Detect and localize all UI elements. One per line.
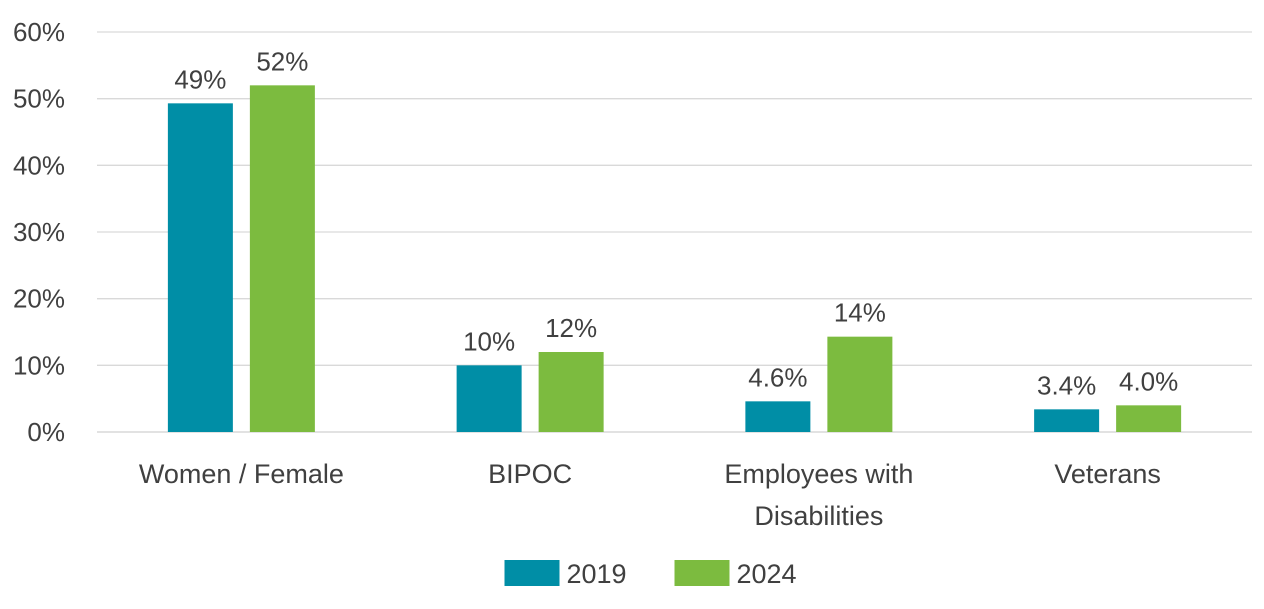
legend-label-2019: 2019 (567, 559, 627, 589)
bar-2024 (538, 352, 604, 432)
bar-2024 (827, 336, 893, 432)
data-labels: 49% 52% 10% 12% 4.6% 14% 3.4% 4.0% (174, 46, 1178, 400)
bar-2019 (745, 401, 811, 432)
x-category-label-line: BIPOC (488, 459, 572, 489)
y-tick-label: 30% (13, 217, 65, 247)
y-tick-label: 20% (13, 284, 65, 314)
legend-swatch-2024 (674, 560, 730, 586)
x-category-label: BIPOC (488, 459, 572, 489)
x-category-label-line: Veterans (1054, 459, 1161, 489)
data-label-2024: 52% (256, 46, 308, 76)
data-label-2024: 12% (545, 313, 597, 343)
bar-2019 (167, 103, 233, 432)
data-label-2019: 49% (174, 64, 226, 94)
x-axis-category-labels: Women / Female BIPOC Employees with Disabil… (139, 459, 1161, 531)
bar-2024 (1116, 405, 1182, 432)
data-label-2019: 4.6% (748, 362, 807, 392)
data-label-2024: 4.0% (1119, 366, 1178, 396)
y-tick-label: 10% (13, 350, 65, 380)
x-category-label: Veterans (1054, 459, 1161, 489)
bar-2019 (1034, 409, 1100, 432)
legend-swatch-2019 (504, 560, 560, 586)
x-category-label: Employees with Disabilities (724, 459, 913, 531)
bars (167, 85, 1182, 432)
data-label-2019: 10% (463, 326, 515, 356)
y-axis-tick-labels: 0% 10% 20% 30% 40% 50% 60% (13, 17, 65, 447)
x-category-label-line: Employees with (724, 459, 913, 489)
data-label-2019: 3.4% (1037, 370, 1096, 400)
bar-2019 (456, 365, 522, 432)
y-tick-label: 0% (27, 417, 65, 447)
x-category-label: Women / Female (139, 459, 344, 489)
y-tick-label: 40% (13, 150, 65, 180)
data-label-2024: 14% (834, 298, 886, 328)
y-tick-label: 60% (13, 17, 65, 47)
x-category-label-line: Women / Female (139, 459, 344, 489)
x-category-label-line: Disabilities (754, 501, 883, 531)
legend-label-2024: 2024 (737, 559, 797, 589)
bar-2024 (249, 85, 315, 432)
legend: 2019 2024 (504, 559, 797, 589)
y-tick-label: 50% (13, 84, 65, 114)
